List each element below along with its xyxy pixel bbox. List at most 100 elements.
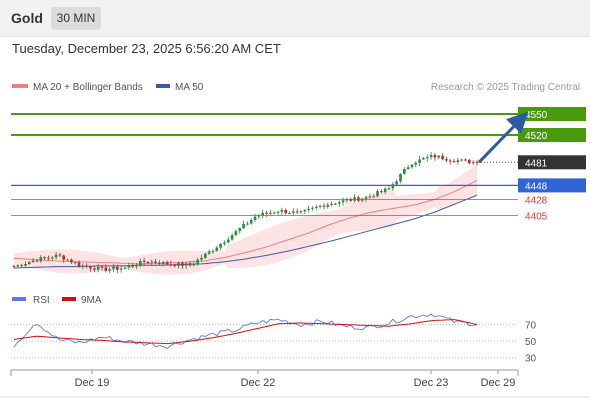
rsi-legend-label: RSI: [33, 295, 50, 306]
forecast-arrow: [477, 111, 529, 164]
candle-up: [456, 160, 460, 162]
rsi-tick-label: 70: [525, 321, 537, 332]
candle-down: [116, 266, 119, 270]
candle-down: [20, 265, 23, 267]
candle-down: [35, 260, 39, 262]
candle-up: [334, 203, 337, 205]
candle-down: [165, 262, 169, 265]
candle-up: [227, 239, 230, 243]
candle-down: [188, 263, 192, 266]
candle-up: [426, 157, 429, 159]
candle-up: [246, 223, 249, 225]
candle-up: [161, 262, 165, 265]
candle-down: [468, 159, 471, 164]
candle-up: [299, 211, 303, 213]
rsi-ma-legend-label: 9MA: [81, 295, 102, 306]
candle-down: [142, 260, 146, 262]
resistance-label-box: [518, 107, 586, 121]
rsi-ma-legend-swatch: [62, 297, 76, 301]
candle-down: [464, 159, 467, 161]
candle-down: [372, 196, 375, 198]
candle-up: [269, 212, 272, 214]
candle-up: [249, 220, 253, 224]
candle-up: [318, 205, 322, 207]
candle-down: [433, 155, 437, 158]
candle-up: [81, 265, 85, 267]
candle-up: [96, 266, 100, 270]
candle-up: [28, 262, 31, 265]
candle-up: [471, 162, 475, 164]
candle-up: [414, 162, 418, 165]
candle-up: [234, 231, 238, 236]
candle-up: [177, 262, 180, 266]
candle-up: [376, 191, 379, 197]
ma50-legend-label: MA 50: [175, 82, 204, 93]
candle-up: [315, 206, 318, 208]
candle-up: [200, 257, 203, 260]
candle-up: [410, 164, 414, 168]
candle-down: [158, 262, 161, 265]
candle-up: [292, 211, 295, 213]
candle-up: [31, 260, 35, 262]
candle-up: [337, 202, 341, 204]
candle-up: [387, 188, 391, 190]
symbol-title: Gold: [11, 10, 43, 26]
candle-down: [154, 261, 157, 263]
candle-up: [307, 208, 310, 210]
candle-up: [345, 199, 349, 201]
rsi-tick-label: 50: [525, 337, 537, 348]
candle-up: [204, 253, 207, 258]
candle-up: [219, 243, 222, 248]
candle-up: [184, 263, 188, 266]
candle-down: [100, 266, 104, 268]
candle-down: [43, 257, 46, 259]
candle-down: [47, 257, 50, 259]
candle-up: [242, 223, 245, 229]
candle-down: [441, 155, 444, 160]
candle-down: [77, 262, 81, 267]
resistance-label-box: [518, 128, 586, 142]
candle-up: [119, 268, 123, 270]
candle-down: [284, 210, 287, 214]
current-price-label: 4481: [525, 158, 548, 169]
candle-down: [169, 264, 173, 266]
candle-up: [311, 207, 314, 209]
credit-label: Research © 2025 Trading Central: [431, 82, 580, 93]
price-plot: [12, 151, 479, 275]
candle-up: [437, 155, 440, 158]
time-tick-label: Dec 29: [481, 377, 516, 389]
candle-up: [460, 159, 463, 161]
resistance-label: 4520: [525, 131, 548, 142]
candle-up: [272, 212, 276, 214]
candle-up: [403, 169, 406, 174]
candle-down: [93, 268, 96, 270]
candle-up: [66, 259, 69, 261]
ma20-line: [13, 180, 478, 265]
current-price-box: [518, 155, 586, 170]
candle-up: [39, 257, 43, 262]
candle-down: [146, 261, 150, 263]
candle-up: [399, 174, 402, 182]
candle-down: [380, 191, 383, 193]
candle-down: [62, 255, 65, 260]
ma20-legend-swatch: [12, 84, 28, 88]
pivot-label: 4448: [525, 181, 548, 192]
pivot-label-box: [518, 178, 586, 193]
rsi-legend-swatch: [12, 297, 26, 301]
candle-up: [139, 260, 142, 266]
rsi-line: [13, 313, 478, 350]
candle-down: [85, 265, 88, 267]
candle-up: [253, 216, 257, 220]
candle-up: [127, 265, 131, 268]
candle-up: [238, 228, 242, 232]
candle-up: [288, 213, 291, 214]
chart-datetime: Tuesday, December 23, 2025 6:56:20 AM CE…: [12, 41, 281, 56]
support-label: 4405: [525, 212, 548, 223]
candle-up: [395, 181, 398, 185]
candle-down: [448, 160, 452, 162]
timeframe-button[interactable]: 30 MIN: [51, 7, 101, 30]
candle-down: [452, 161, 456, 163]
candle-down: [181, 262, 184, 266]
candle-up: [54, 254, 58, 258]
candle-up: [51, 257, 54, 259]
